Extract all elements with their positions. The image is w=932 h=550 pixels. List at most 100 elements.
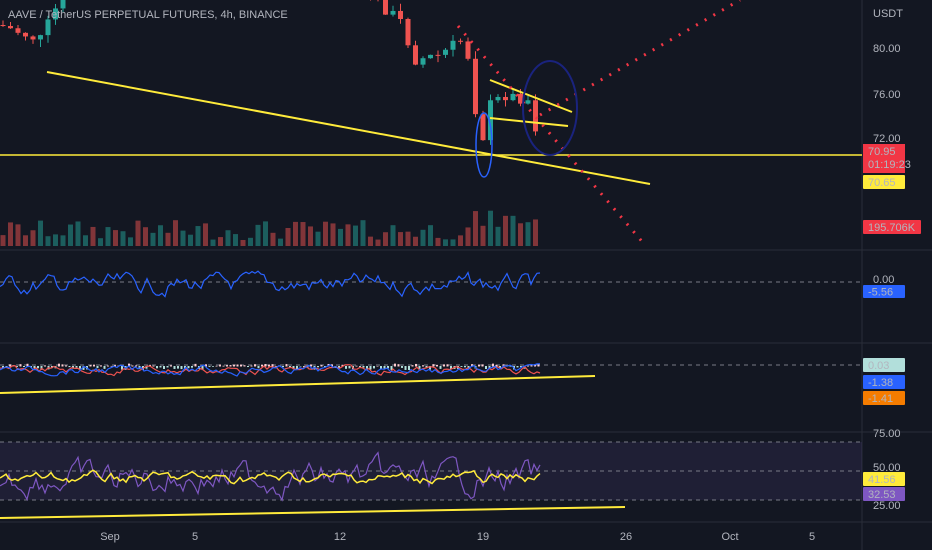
- volume-bar: [180, 230, 186, 246]
- histogram-bar: [75, 366, 78, 368]
- histogram-bar: [128, 363, 130, 367]
- volume-bar: [68, 224, 73, 246]
- histogram-bar: [397, 364, 400, 367]
- candle-body: [413, 45, 418, 65]
- histogram-bar: [282, 366, 284, 368]
- volume-bar: [270, 232, 276, 246]
- histogram-bar: [68, 366, 71, 368]
- candle-body: [533, 100, 538, 132]
- histogram-bar: [23, 366, 25, 368]
- time-label: Sep: [100, 531, 120, 543]
- histogram-bar: [33, 366, 36, 369]
- histogram-bar: [373, 366, 375, 369]
- histogram-bar: [187, 366, 190, 369]
- histogram-bar: [324, 366, 326, 367]
- rsi-line: [0, 451, 541, 502]
- histogram-bar: [488, 366, 491, 369]
- candle-body: [398, 10, 403, 19]
- histogram-bar: [194, 363, 197, 367]
- histogram-bar: [89, 364, 92, 367]
- histogram-bar: [170, 365, 172, 367]
- histogram-bar: [229, 365, 232, 367]
- zero-tick: 0.00: [873, 274, 894, 286]
- volume-bar: [90, 226, 96, 246]
- histogram-bar: [502, 364, 505, 367]
- volume-bar: [473, 211, 478, 246]
- macd-badge: -1.38: [868, 377, 893, 389]
- histogram-bar: [289, 366, 291, 368]
- volume-bar: [525, 222, 531, 246]
- histogram-bar: [390, 366, 393, 370]
- oscillator-line: [0, 270, 541, 298]
- histogram-bar: [226, 365, 228, 367]
- volume-bar: [533, 219, 538, 246]
- volume-bar: [45, 236, 51, 246]
- histogram-bar: [408, 366, 410, 371]
- histogram-bar: [485, 366, 487, 369]
- histogram-bar: [310, 364, 312, 367]
- rsi-tick: 75.00: [873, 428, 901, 440]
- candle-body: [420, 58, 426, 65]
- volume-bar: [105, 227, 111, 246]
- macd-trend: [0, 375, 596, 394]
- volume-bar: [23, 235, 28, 246]
- histogram-bar: [418, 366, 421, 369]
- volume-bar: [375, 239, 381, 246]
- histogram-bar: [530, 365, 533, 367]
- trend-line: [46, 71, 651, 185]
- volume-bar: [308, 226, 313, 246]
- ellipse: [522, 60, 578, 156]
- histogram-bar: [233, 364, 235, 367]
- histogram-bar: [110, 365, 113, 367]
- volume-bar: [75, 221, 81, 246]
- histogram-bar: [320, 365, 323, 367]
- volume-bar: [488, 210, 493, 246]
- volume-bar: [195, 226, 201, 246]
- rsi-ma-badge: 41.56: [868, 474, 896, 486]
- histogram-bar: [446, 364, 449, 367]
- candle-body: [383, 0, 388, 15]
- drawings: [0, 0, 862, 519]
- histogram-bar: [411, 365, 414, 367]
- volume-bar: [503, 215, 508, 246]
- triangle-bottom: [489, 117, 569, 127]
- volume-bar: [360, 220, 366, 246]
- histogram-bar: [166, 366, 169, 368]
- volume-bar: [135, 220, 141, 246]
- candle-body: [488, 100, 493, 141]
- volume-bar: [315, 231, 321, 246]
- rsi-tick: 25.00: [873, 500, 901, 512]
- candle-body: [480, 114, 486, 141]
- time-label: 12: [334, 531, 346, 543]
- volume-bar: [293, 221, 298, 246]
- level-badge: 70.65: [868, 177, 896, 189]
- histogram-bar: [16, 366, 18, 367]
- price-unit: USDT: [873, 8, 903, 20]
- histogram-bar: [383, 366, 386, 369]
- volume-bar: [83, 235, 88, 246]
- histogram-bar: [37, 366, 39, 369]
- rsi-tick: 50.00: [873, 462, 901, 474]
- histogram-bar: [429, 366, 431, 370]
- histogram-bar: [516, 366, 519, 368]
- histogram-bar: [362, 366, 365, 368]
- volume-bar: [150, 232, 156, 246]
- histogram-bar: [26, 363, 29, 367]
- histogram-bar: [250, 365, 253, 367]
- histogram-bar: [534, 364, 536, 367]
- signal-badge-bg: [863, 391, 905, 405]
- histogram-bar: [495, 364, 498, 367]
- time-label: 5: [192, 531, 198, 543]
- volume-bar: [510, 215, 516, 246]
- histogram-bar: [509, 366, 512, 367]
- volume-bar: [465, 227, 471, 246]
- histogram-bar: [205, 364, 207, 367]
- hist-badge-bg: [863, 358, 905, 372]
- volume-bar: [120, 231, 126, 246]
- histogram-bar: [79, 366, 81, 369]
- histogram-bar: [450, 366, 452, 370]
- histogram-bar: [131, 365, 134, 367]
- histogram-bar: [296, 366, 298, 370]
